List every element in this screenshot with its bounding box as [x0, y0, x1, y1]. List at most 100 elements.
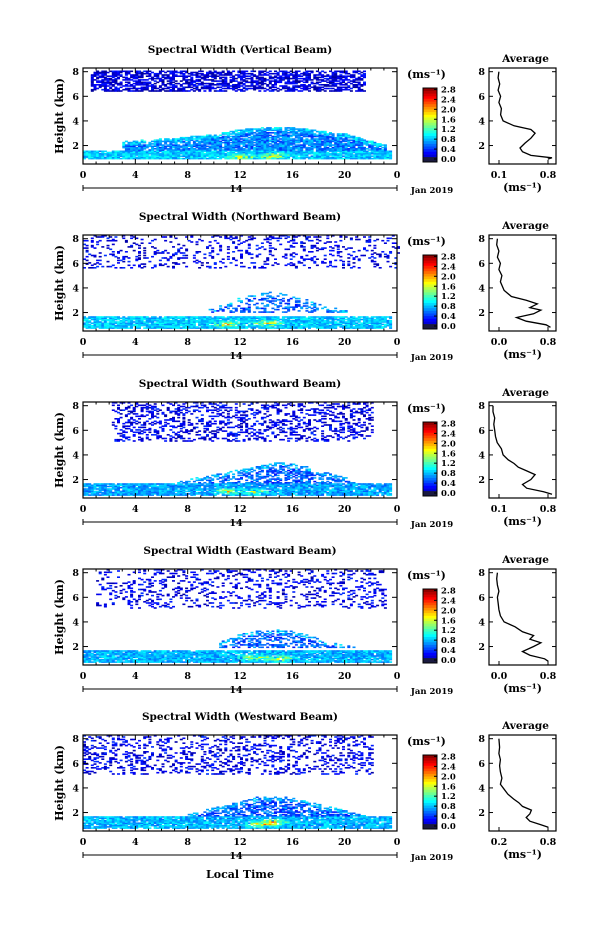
heatmap-cell — [96, 317, 100, 320]
heatmap-cell — [260, 242, 264, 244]
heatmap-cell — [279, 88, 283, 91]
heatmap-cell — [153, 155, 157, 157]
y-tick-label: 2 — [72, 141, 79, 152]
heatmap-cell — [363, 139, 366, 141]
heatmap-cell — [308, 76, 311, 79]
heatmap-cell — [297, 146, 301, 149]
heatmap-cell — [360, 155, 364, 157]
heatmap-cell — [313, 316, 317, 318]
heatmap-cell — [331, 326, 335, 328]
heatmap-cell — [315, 307, 319, 310]
heatmap-cell — [313, 236, 317, 238]
heatmap-cell — [109, 316, 113, 318]
heatmap-cell — [206, 134, 209, 137]
heatmap-cell — [326, 85, 330, 87]
heatmap-cell — [172, 86, 175, 89]
heatmap-cell — [323, 322, 327, 324]
heatmap-cell — [130, 74, 134, 76]
heatmap-cell — [242, 322, 246, 324]
heatmap-cell — [363, 150, 366, 153]
heatmap-cell — [292, 88, 296, 91]
heatmap-cell — [339, 87, 343, 90]
heatmap-cell — [300, 84, 304, 86]
heatmap-cell — [237, 86, 241, 89]
heatmap-cell — [234, 149, 238, 151]
heatmap-cell — [182, 141, 186, 144]
heatmap-cell — [255, 154, 259, 156]
heatmap-cell — [93, 254, 97, 257]
heatmap-cell — [300, 318, 304, 321]
heatmap-cell — [326, 326, 330, 328]
heatmap-cell — [260, 139, 264, 141]
heatmap-cell — [130, 157, 134, 160]
heatmap-cell — [182, 327, 186, 329]
heatmap-cell — [313, 260, 317, 263]
heatmap-cell — [177, 258, 181, 260]
heatmap-cell — [226, 84, 230, 86]
heatmap-cell — [148, 260, 152, 263]
heatmap-cell — [164, 326, 168, 328]
heatmap-cell — [352, 258, 356, 260]
heatmap-cell — [355, 323, 359, 326]
heatmap-cell — [208, 150, 212, 153]
heatmap-cell — [208, 143, 212, 145]
heatmap-cell — [161, 81, 165, 84]
heatmap-cell — [336, 254, 340, 257]
heatmap-cell — [260, 136, 264, 139]
heatmap-cell — [219, 323, 223, 326]
heatmap-cell — [352, 144, 356, 146]
heatmap-cell — [101, 82, 105, 85]
heatmap-cell — [153, 322, 157, 324]
heatmap-cell — [357, 148, 361, 150]
heatmap-cell — [234, 237, 238, 240]
heatmap-cell — [135, 237, 139, 240]
average-frame — [488, 67, 557, 165]
heatmap-cell — [305, 141, 309, 144]
heatmap-cell — [172, 146, 175, 149]
heatmap-cell — [169, 157, 173, 160]
heatmap-cell — [318, 84, 322, 86]
heatmap-cell — [161, 88, 165, 91]
heatmap-cell — [334, 90, 338, 92]
heatmap-cell — [153, 318, 157, 321]
heatmap-cell — [109, 323, 113, 326]
heatmap-cell — [174, 152, 178, 155]
heatmap-cell — [237, 243, 241, 246]
heatmap-cell — [260, 149, 264, 151]
heatmap-cell — [190, 156, 194, 159]
heatmap-cell — [140, 324, 144, 327]
heatmap-cell — [98, 156, 102, 159]
heatmap-cell — [339, 157, 343, 160]
heatmap-cell — [206, 151, 209, 154]
heatmap-cell — [355, 154, 359, 156]
heatmap-cell — [349, 154, 353, 156]
heatmap-cell — [313, 306, 317, 308]
heatmap-cell — [305, 152, 309, 155]
heatmap-cell — [347, 257, 351, 259]
heatmap-cell — [342, 135, 345, 138]
heatmap-cell — [187, 318, 191, 321]
heatmap-cell — [321, 317, 325, 320]
heatmap-cell — [237, 143, 241, 145]
heatmap-cell — [365, 324, 369, 327]
heatmap-cell — [96, 81, 100, 84]
heatmap-cell — [287, 302, 291, 305]
heatmap-cell — [219, 144, 223, 146]
heatmap-cell — [200, 150, 204, 153]
heatmap-cell — [347, 139, 351, 141]
heatmap-cell — [90, 88, 94, 91]
heatmap-cell — [300, 75, 304, 77]
heatmap-cell — [255, 139, 259, 141]
heatmap-cell — [208, 70, 212, 73]
heatmap-cell — [161, 76, 165, 79]
heatmap-cell — [255, 151, 259, 154]
heatmap-cell — [114, 322, 118, 324]
heatmap-cell — [381, 149, 385, 151]
heatmap-cell — [151, 246, 154, 248]
heatmap-cell — [135, 326, 139, 328]
heatmap-cell — [90, 151, 94, 154]
heatmap-cell — [221, 76, 225, 79]
heatmap-cell — [339, 235, 343, 237]
heatmap-cell — [145, 86, 149, 89]
heatmap-cell — [174, 71, 178, 74]
